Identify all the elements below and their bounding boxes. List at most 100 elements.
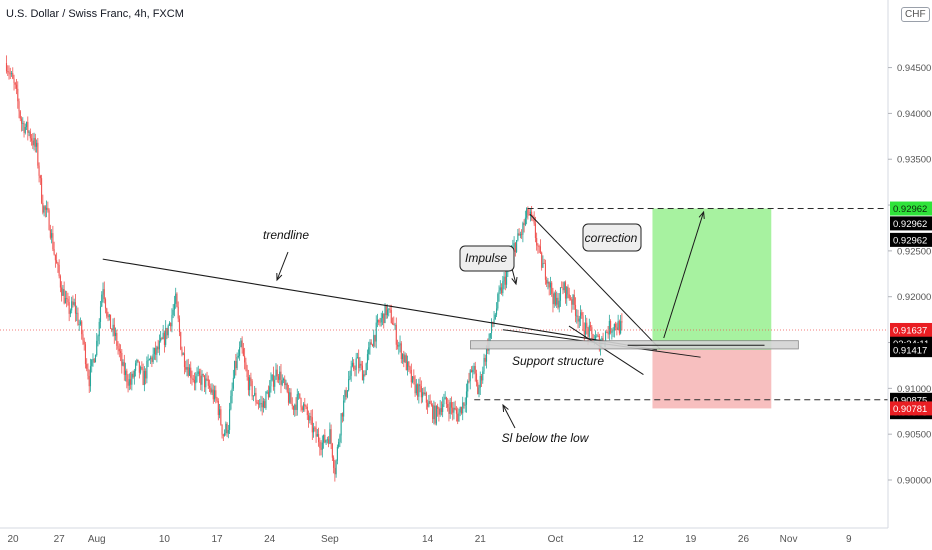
- candle-body: [396, 344, 399, 347]
- currency-badge[interactable]: CHF: [901, 7, 930, 22]
- candle-body: [567, 286, 569, 295]
- candle-body: [211, 389, 213, 393]
- candle-body: [501, 287, 503, 294]
- candle-body: [59, 276, 61, 288]
- price-tick-label: 0.90000: [897, 476, 931, 487]
- candle-body: [38, 165, 40, 176]
- candle-body: [176, 293, 178, 307]
- candle-body: [420, 386, 422, 398]
- candle-body: [611, 331, 613, 333]
- candle-body: [202, 373, 204, 376]
- candle-body: [224, 433, 226, 436]
- candle-body: [325, 440, 327, 443]
- candle-body: [31, 138, 33, 141]
- candle-body: [443, 399, 445, 405]
- candle-body: [116, 332, 118, 346]
- candle-body: [113, 324, 115, 336]
- candle-body: [234, 361, 236, 378]
- time-tick-label: Aug: [88, 534, 106, 545]
- candle-body: [373, 335, 375, 347]
- candle-body: [429, 401, 431, 404]
- candle-body: [7, 71, 9, 73]
- candle-body: [468, 381, 470, 382]
- candle-body: [370, 342, 372, 345]
- candle-body: [355, 358, 357, 370]
- price-tick-label: 0.91000: [897, 384, 931, 395]
- candle-body: [375, 322, 377, 342]
- candle-body: [542, 262, 544, 268]
- candle-body: [123, 362, 125, 375]
- price-badge: 0.92962: [890, 201, 932, 216]
- candle-body: [272, 374, 275, 387]
- candle-body: [385, 304, 387, 316]
- candle-body: [121, 352, 123, 366]
- candle-body: [356, 357, 358, 359]
- time-axis[interactable]: 20 27 Aug 10 17 24 Sep 14 21 Oct 12 19 26 Nov 9: [0, 527, 888, 545]
- candle-body: [57, 263, 59, 265]
- candle-body: [460, 407, 463, 414]
- candle-body: [19, 111, 21, 119]
- candle-body: [573, 294, 575, 305]
- price-axis[interactable]: 0.900000.905000.910000.915000.920000.925…: [887, 0, 932, 528]
- drawings[interactable]: [0, 208, 888, 429]
- time-tick-label: 21: [475, 534, 487, 545]
- candle-body: [26, 121, 28, 128]
- price-badge: 0.91637: [890, 322, 932, 337]
- candle-body: [539, 246, 541, 253]
- candle-body: [269, 386, 271, 398]
- candle-body: [132, 373, 134, 378]
- candle-body: [99, 306, 102, 322]
- candle-body: [107, 316, 109, 318]
- candle-body: [551, 282, 553, 294]
- time-tick-label: Oct: [548, 534, 564, 545]
- candle-body: [584, 322, 587, 335]
- candle-body: [108, 314, 110, 318]
- candle-body: [102, 289, 104, 295]
- candle-body: [498, 290, 500, 295]
- candle-body: [350, 366, 352, 376]
- candle-body: [523, 223, 525, 225]
- candle-body: [316, 434, 318, 437]
- time-tick-label: Sep: [321, 534, 339, 545]
- candle-body: [455, 409, 457, 414]
- candle-body: [78, 324, 80, 326]
- candle-body: [153, 348, 155, 355]
- candle-body: [301, 407, 303, 410]
- support-structure-label-text: Support structure: [512, 354, 604, 368]
- candle-body: [23, 123, 25, 133]
- candle-body: [220, 409, 222, 425]
- candle-body: [459, 407, 461, 413]
- candle-body: [206, 378, 208, 380]
- candle-body: [548, 281, 550, 288]
- candle-body: [82, 334, 84, 341]
- impulse-label-text: Impulse: [465, 251, 507, 265]
- candle-body: [207, 379, 209, 386]
- candle-body: [518, 233, 520, 236]
- stop-loss-zone: [652, 349, 772, 409]
- candle-body: [587, 327, 589, 337]
- candle-body: [568, 294, 570, 299]
- candle-body: [259, 403, 261, 405]
- candle-body: [388, 308, 390, 310]
- candle-body: [529, 211, 531, 215]
- candle-body: [517, 233, 519, 241]
- candle-body: [554, 293, 557, 305]
- candle-body: [305, 406, 307, 407]
- candle-body: [198, 371, 201, 376]
- candle-body: [386, 309, 389, 316]
- price-tick-label: 0.92000: [897, 292, 931, 303]
- candle-body: [284, 378, 286, 386]
- candle-body: [335, 460, 337, 475]
- candle-body: [93, 359, 95, 363]
- candle-body: [261, 403, 263, 408]
- candle-body: [353, 362, 355, 369]
- candle-body: [349, 375, 351, 380]
- candle-body: [5, 63, 8, 72]
- candle-body: [340, 413, 342, 436]
- candle-body: [586, 322, 588, 328]
- candle-body: [285, 383, 287, 386]
- candle-body: [383, 313, 385, 324]
- candle-body: [405, 355, 407, 371]
- candle-body: [271, 374, 273, 380]
